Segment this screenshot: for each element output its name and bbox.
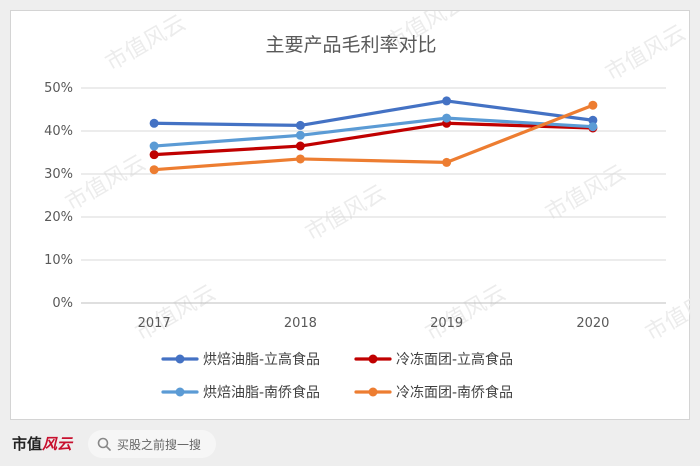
data-point (295, 130, 305, 140)
data-point (295, 141, 305, 151)
watermark-text: 市值风云 (132, 281, 221, 347)
series-lines (149, 96, 598, 175)
y-tick-label: 20% (44, 210, 73, 225)
legend-swatch-marker (368, 387, 378, 397)
data-point (588, 100, 598, 110)
logo-swash: 风云 (42, 435, 73, 453)
y-tick-label: 30% (44, 167, 73, 182)
data-point (149, 150, 159, 160)
legend-label: 冷冻面团-立高食品 (396, 351, 513, 368)
y-tick-label: 50% (44, 81, 73, 96)
x-axis-ticks: 2017 2018 2019 2020 (138, 316, 610, 331)
data-point (588, 115, 598, 125)
data-point (149, 118, 159, 128)
gridlines (81, 87, 666, 304)
watermark-text: 市值风云 (422, 281, 511, 347)
data-point (295, 120, 305, 130)
series-4 (149, 100, 598, 175)
watermark-text: 市值风云 (302, 181, 391, 247)
watermark-text: 市值风云 (642, 281, 692, 347)
data-point (442, 96, 452, 106)
legend-swatch-marker (175, 354, 185, 364)
y-tick-label: 0% (52, 296, 73, 311)
search-placeholder: 买股之前搜一搜 (117, 438, 202, 452)
legend-label: 烘焙油脂-南侨食品 (203, 384, 320, 401)
x-tick-label: 2019 (430, 316, 463, 331)
x-tick-label: 2018 (284, 316, 317, 331)
search-box[interactable]: 买股之前搜一搜 (88, 430, 216, 458)
series-line (152, 116, 595, 148)
search-icon (97, 437, 111, 451)
logo-text: 市值 (12, 435, 43, 453)
series-1 (149, 96, 598, 130)
legend-label: 冷冻面团-南侨食品 (396, 384, 513, 401)
series-line (152, 103, 595, 172)
series-line (152, 99, 595, 128)
x-tick-label: 2020 (576, 316, 609, 331)
legend-item: 烘焙油脂-南侨食品 (161, 384, 320, 401)
y-tick-label: 40% (44, 124, 73, 139)
y-axis-ticks: 0% 10% 20% 30% 40% 50% (44, 81, 73, 311)
watermark-text: 市值风云 (542, 161, 631, 227)
watermark-text: 市值风云 (602, 21, 691, 87)
data-point (442, 113, 452, 123)
data-point (588, 122, 598, 132)
legend-item: 烘焙油脂-立高食品 (161, 351, 320, 368)
series-line (152, 121, 595, 157)
legend-item: 冷冻面团-南侨食品 (354, 384, 513, 401)
y-tick-label: 10% (44, 253, 73, 268)
legend-swatch-marker (175, 387, 185, 397)
chart-frame: 市值风云 市值风云 市值风云 市值风云 市值风云 市值风云 市值风云 市值风云 市值风云 主要产… (10, 10, 692, 420)
series-3 (149, 113, 598, 151)
data-point (149, 165, 159, 175)
x-tick-label: 2017 (138, 316, 171, 331)
data-point (295, 154, 305, 164)
chart-title: 主要产品毛利率对比 (265, 34, 436, 56)
data-point (442, 157, 452, 167)
legend-label: 烘焙油脂-立高食品 (203, 351, 320, 368)
footer-bar: 市值风云 买股之前搜一搜 (0, 424, 700, 466)
watermark-text: 市值风云 (62, 151, 151, 217)
legend-item: 冷冻面团-立高食品 (354, 351, 513, 368)
data-point (149, 141, 159, 151)
watermark-text: 市值风云 (102, 11, 191, 76)
brand-logo: 市值风云 (12, 433, 72, 454)
legend-swatch-marker (368, 354, 378, 364)
